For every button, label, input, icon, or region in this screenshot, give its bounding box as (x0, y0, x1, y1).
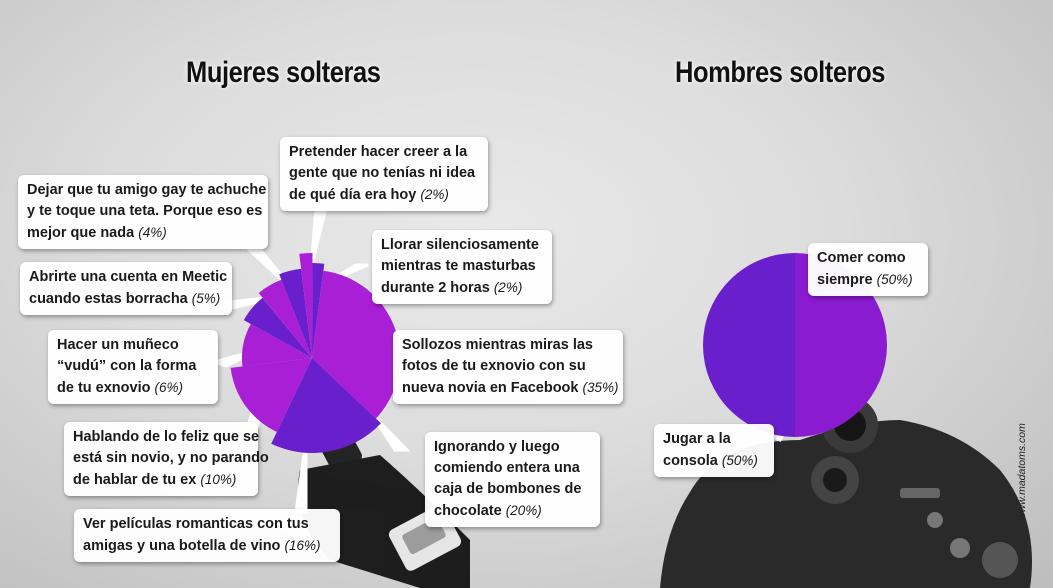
callout-line: gente que no tenías ni idea (289, 165, 476, 181)
pie-slice (703, 253, 795, 437)
callout-ignorando: Ignorando y luego comiendo entera una ca… (425, 432, 600, 527)
callout-percent: (50%) (721, 453, 758, 468)
callout-percent: (50%) (876, 272, 913, 287)
callout-line: Ver películas romanticas con tus (83, 516, 309, 532)
callout-percent: (10%) (200, 472, 237, 487)
pie-slice (279, 268, 312, 358)
callout-line: caja de bombones de (434, 481, 582, 497)
pie-slice (243, 297, 312, 358)
callout-line: Hacer un muñeco (57, 337, 179, 353)
callout-line: mejor que nada (27, 225, 135, 241)
callout-line: Jugar a la (663, 431, 731, 447)
callout-line: mientras te masturbas (381, 258, 536, 274)
callout-percent: (2%) (493, 280, 523, 295)
callout-line: Hablando de lo feliz que se (73, 429, 260, 445)
callout-line: “vudú” con la forma (57, 358, 197, 374)
callout-line: fotos de tu exnovio con su (402, 358, 586, 374)
pie-slice (271, 358, 381, 454)
callout-line: durante 2 horas (381, 280, 490, 296)
callout-percent: (2%) (420, 187, 449, 202)
callout-line: de tu exnovio (57, 380, 151, 396)
women-chart-title: Mujeres solteras (186, 56, 381, 89)
callout-line: nueva novia en Facebook (402, 380, 579, 396)
callout-jugar: Jugar a la consola (50%) (654, 424, 774, 477)
callout-meetic: Abrirte una cuenta en Meetic cuando esta… (20, 262, 232, 315)
callout-line: siempre (817, 272, 873, 288)
callout-line: amigas y una botella de vino (83, 538, 281, 554)
callout-line: está sin novio, y no parando (73, 450, 269, 466)
callout-hablando: Hablando de lo feliz que se está sin nov… (64, 422, 269, 496)
callout-line: Pretender hacer creer a la (289, 144, 468, 160)
callout-pretender: Pretender hacer creer a la gente que no … (280, 137, 488, 211)
pie-slice (258, 279, 312, 358)
callout-line: Comer como (817, 250, 906, 266)
callout-line: Abrirte una cuenta en Meetic (29, 269, 228, 285)
callout-line: y te toque una teta. Porque eso es (27, 203, 263, 219)
callout-llorar: Llorar silenciosamente mientras te mastu… (372, 230, 552, 304)
callout-line: de qué día era hoy (289, 187, 417, 203)
watermark: www.madatoms.com (1016, 423, 1028, 520)
pie-slice (230, 358, 312, 432)
callout-line: consola (663, 453, 718, 469)
callout-dejar: Dejar que tu amigo gay te achuche y te t… (18, 175, 268, 249)
pie-slice (241, 324, 312, 367)
pie-slice (312, 270, 401, 419)
pie-slice (795, 253, 887, 437)
callout-sollozos: Sollozos mientras miras las fotos de tu … (393, 330, 623, 404)
callout-comer: Comer como siempre (50%) (808, 243, 928, 296)
callout-line: Sollozos mientras miras las (402, 337, 593, 353)
callout-line: chocolate (434, 503, 502, 519)
callout-percent: (35%) (582, 380, 619, 395)
callout-line: de hablar de tu ex (73, 472, 197, 488)
callout-percent: (6%) (154, 380, 184, 395)
callout-percent: (20%) (505, 503, 542, 518)
callout-line: cuando estas borracha (29, 291, 188, 307)
callout-line: comiendo entera una (434, 460, 580, 476)
callout-percent: (4%) (138, 225, 167, 240)
callout-vudu: Hacer un muñeco “vudú” con la forma de t… (48, 330, 218, 404)
callout-line: Dejar que tu amigo gay te achuche (27, 182, 267, 198)
men-chart-title: Hombres solteros (675, 56, 886, 89)
callout-line: Ignorando y luego (434, 439, 560, 455)
callout-percent: (5%) (191, 291, 221, 306)
callout-percent: (16%) (284, 538, 321, 553)
pie-slice (312, 263, 325, 358)
pie-slice (299, 252, 313, 358)
callout-peliculas: Ver películas romanticas con tus amigas … (74, 509, 340, 562)
callout-line: Llorar silenciosamente (381, 237, 539, 253)
